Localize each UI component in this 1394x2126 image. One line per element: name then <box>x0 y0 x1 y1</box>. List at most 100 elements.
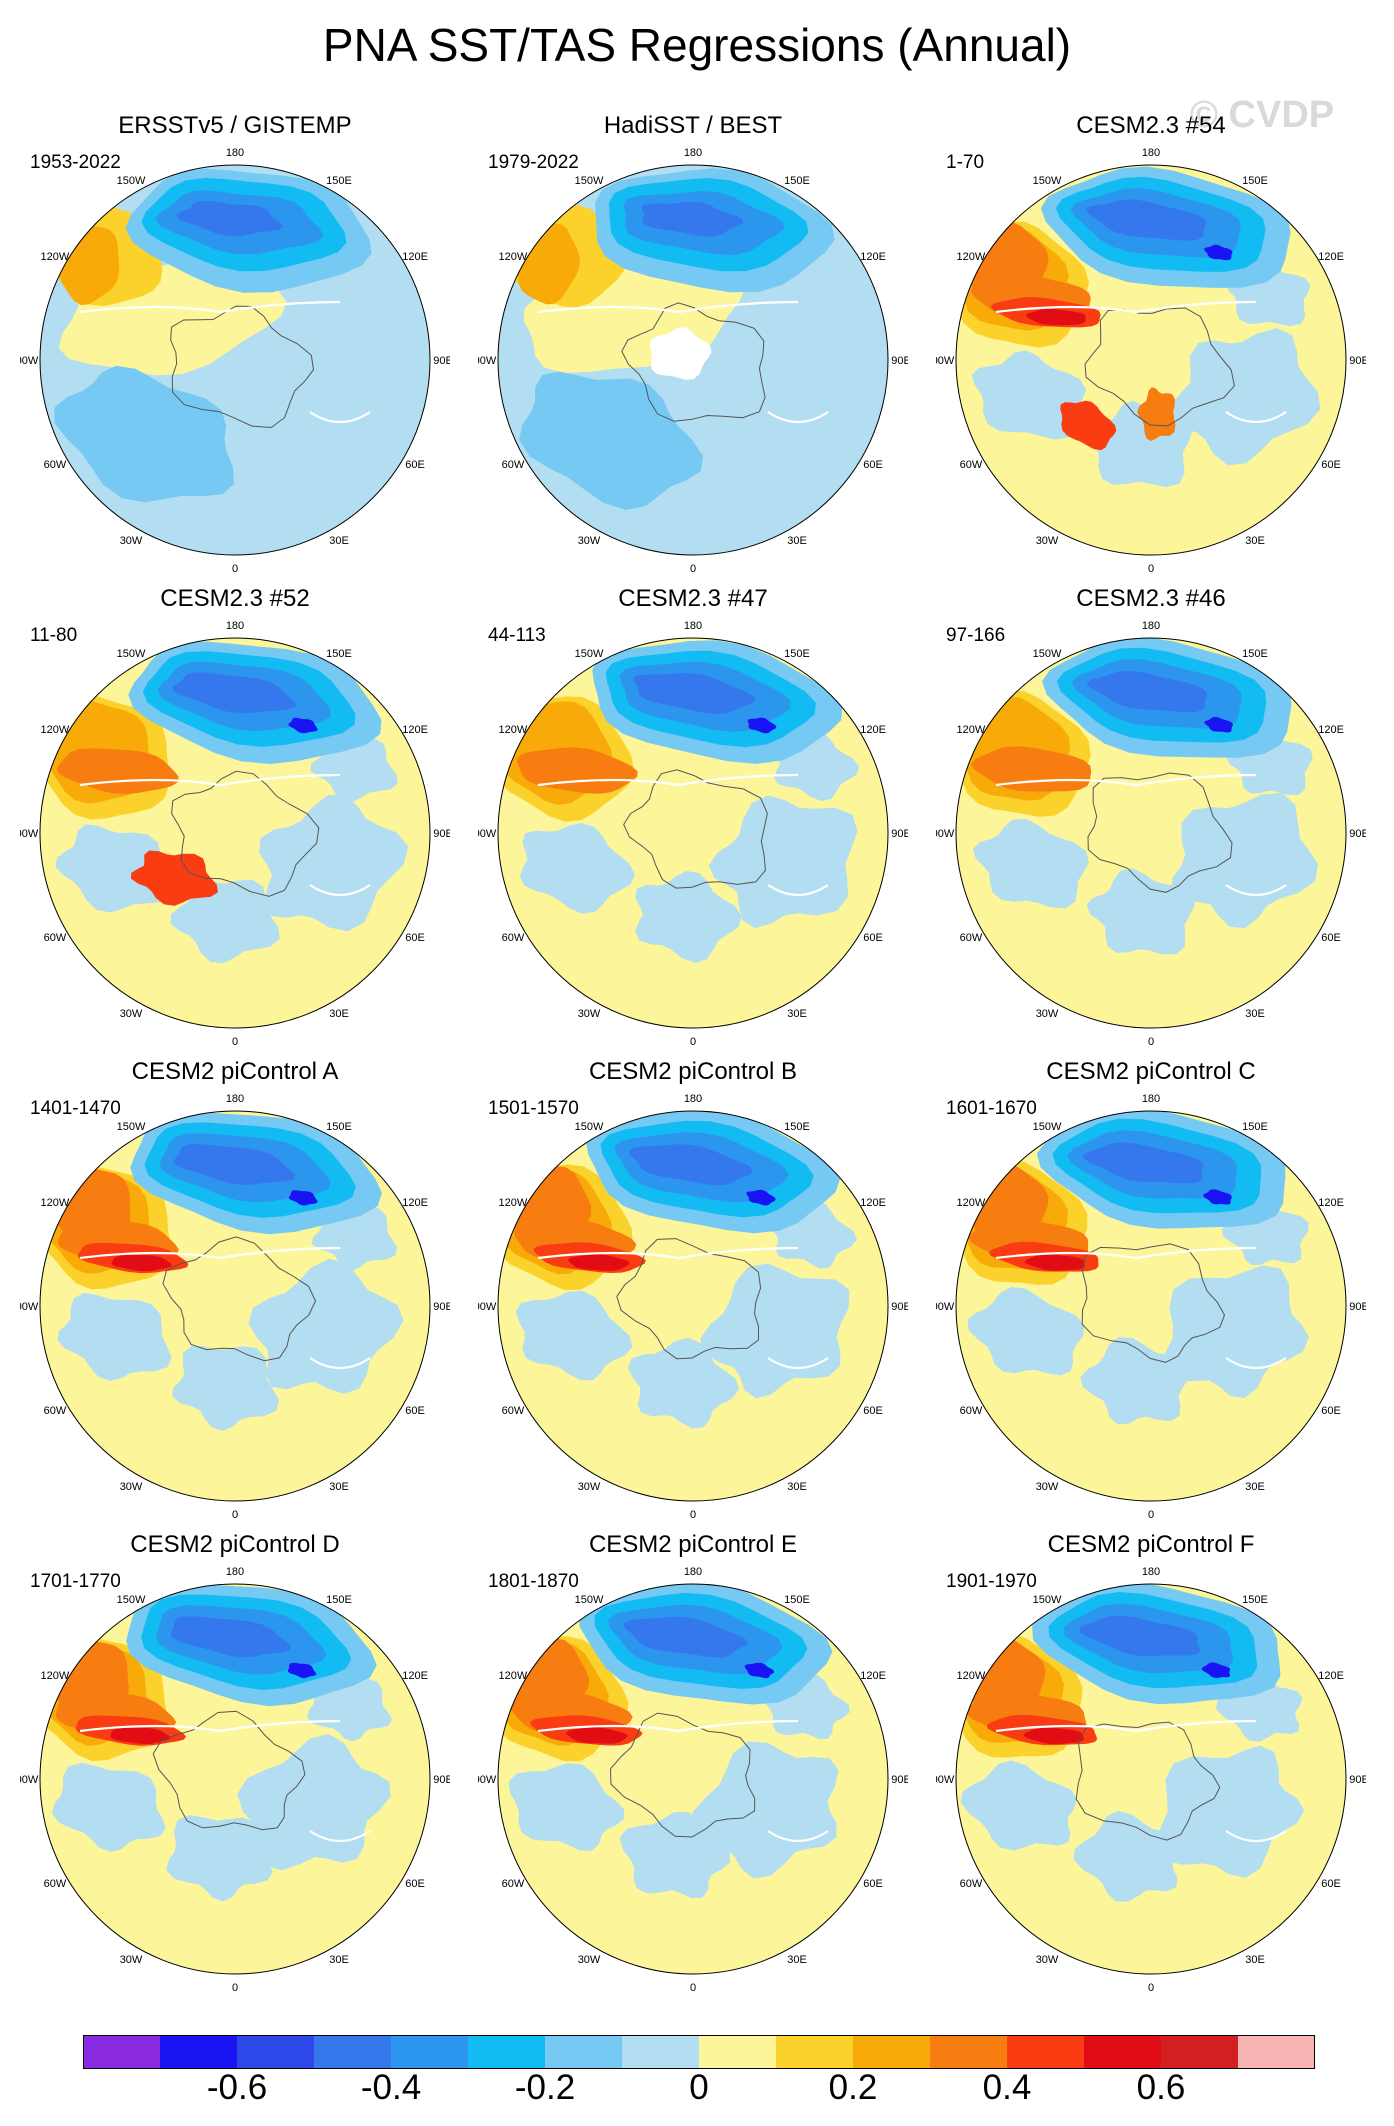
coastline <box>79 1246 371 1369</box>
warm-anomaly-region <box>498 1164 633 1291</box>
cool-anomaly-region <box>1063 1603 1234 1674</box>
cool-anomaly-region <box>1070 188 1241 258</box>
longitude-label: 30W <box>120 1008 143 1020</box>
longitude-label: 0 <box>1148 1982 1154 1991</box>
coastline <box>152 1710 306 1831</box>
longitude-label: 90W <box>20 828 39 840</box>
longitude-label: 150W <box>117 648 146 660</box>
longitude-label: 90E <box>1349 1774 1366 1786</box>
longitude-label: 90W <box>20 355 39 367</box>
map-panel: 180 150E 120E 90E 60E 30E 0 30W 60W 90W 120W 150W CE… <box>936 585 1366 1045</box>
longitude-label: 150W <box>117 1594 146 1606</box>
longitude-label: 0 <box>232 1036 238 1045</box>
longitude-label: 60W <box>502 932 525 944</box>
cool-anomaly-region <box>125 168 372 293</box>
cool-anomaly-region <box>310 736 398 802</box>
warm-anomaly-region <box>513 1219 637 1266</box>
warm-anomaly-region <box>498 1636 629 1762</box>
longitude-label: 150W <box>575 1121 604 1133</box>
longitude-label: 0 <box>1148 1509 1154 1518</box>
map-background-field <box>40 1111 430 1501</box>
cool-anomaly-region <box>1048 1592 1258 1689</box>
longitude-label: 180 <box>1142 147 1160 159</box>
panel-title: CESM2.3 #54 <box>1076 112 1226 139</box>
panel-title: CESM2 piControl C <box>1046 1058 1256 1085</box>
longitude-label: 120W <box>499 1197 528 1209</box>
cool-anomaly-region <box>746 1189 776 1206</box>
cool-anomaly-region <box>578 1584 833 1705</box>
map-background-field <box>498 165 888 555</box>
panel-years: 1501-1570 <box>488 1098 579 1119</box>
coastline <box>609 1712 756 1838</box>
longitude-label: 0 <box>1148 563 1154 572</box>
cool-anomaly-region <box>632 673 755 714</box>
longitude-label: 30E <box>329 1008 349 1020</box>
warm-anomaly-region <box>42 202 163 307</box>
cool-anomaly-region <box>608 178 809 272</box>
map-panel: 180 150E 120E 90E 60E 30E 0 30W 60W 90W 120W 150W CE… <box>20 585 450 1045</box>
longitude-label: 150W <box>1033 648 1062 660</box>
panel-title: CESM2 piControl F <box>1047 1531 1255 1558</box>
cool-anomaly-region <box>519 822 636 914</box>
longitude-label: 90E <box>891 1774 908 1786</box>
map-panel: 180 150E 120E 90E 60E 30E 0 30W 60W 90W 120W 150W CE… <box>936 112 1366 572</box>
longitude-label: 30W <box>120 535 143 547</box>
panel-title: CESM2.3 #47 <box>618 585 768 612</box>
longitude-label: 180 <box>226 620 244 632</box>
longitude-label: 120E <box>860 251 886 263</box>
cool-anomaly-region <box>747 717 777 734</box>
cool-anomaly-region <box>1079 1615 1201 1657</box>
longitude-label: 30E <box>329 1481 349 1493</box>
colorbar-tick-label: 0.2 <box>828 2068 878 2107</box>
map-background-field <box>498 1111 888 1501</box>
longitude-label: 120W <box>499 251 528 263</box>
cool-anomaly-region <box>288 1190 318 1206</box>
longitude-label: 60W <box>960 932 983 944</box>
longitude-label: 30W <box>120 1954 143 1966</box>
warm-anomaly-region <box>988 1241 1099 1272</box>
warm-anomaly-region <box>956 690 1091 817</box>
cool-anomaly-region <box>1085 400 1192 488</box>
map-border <box>39 1583 431 1975</box>
longitude-label: 150E <box>1242 1594 1268 1606</box>
cool-anomaly-region <box>594 1592 808 1689</box>
map-background-field <box>40 1584 430 1974</box>
map-border <box>497 1110 889 1502</box>
map-panel: 180 150E 120E 90E 60E 30E 0 30W 60W 90W 120W 150W CE… <box>936 1531 1366 1991</box>
warm-anomaly-region <box>530 1715 643 1746</box>
map-border <box>497 1583 889 1975</box>
longitude-label: 30E <box>787 1481 807 1493</box>
longitude-label: 180 <box>226 1566 244 1578</box>
warm-anomaly-region <box>956 1166 1068 1270</box>
cool-anomaly-region <box>126 1584 377 1707</box>
longitude-label: 90E <box>891 828 908 840</box>
cool-anomaly-region <box>1082 1142 1204 1184</box>
polar-map: 180 150E 120E 90E 60E 30E 0 30W 60W 90W 120W 150W <box>20 147 450 572</box>
longitude-label: 60E <box>1321 459 1341 471</box>
longitude-label: 30E <box>1245 1954 1265 1966</box>
longitude-label: 150W <box>117 175 146 187</box>
longitude-label: 0 <box>232 1982 238 1991</box>
longitude-label: 150E <box>784 1121 810 1133</box>
cool-anomaly-region <box>311 1205 398 1271</box>
cool-anomaly-region <box>967 1286 1085 1376</box>
polar-map: 180 150E 120E 90E 60E 30E 0 30W 60W 90W 120W 150W <box>936 1093 1366 1518</box>
longitude-label: 90E <box>1349 828 1366 840</box>
longitude-label: 60E <box>405 459 425 471</box>
longitude-label: 60W <box>44 932 67 944</box>
polar-map: 180 150E 120E 90E 60E 30E 0 30W 60W 90W 120W 150W <box>20 1093 450 1518</box>
warm-anomaly-region <box>509 1638 590 1720</box>
cool-anomaly-region <box>508 1763 625 1851</box>
cool-anomaly-region <box>960 1760 1077 1851</box>
coastline <box>537 1719 829 1842</box>
cool-anomaly-region <box>170 1616 292 1658</box>
longitude-label: 60E <box>863 932 883 944</box>
cool-anomaly-region <box>1155 1745 1305 1878</box>
longitude-label: 30E <box>787 1008 807 1020</box>
panel-title: CESM2.3 #46 <box>1076 585 1226 612</box>
warm-anomaly-region <box>1060 400 1117 451</box>
warm-anomaly-region <box>1023 1727 1085 1745</box>
panel-title: CESM2 piControl A <box>131 1058 339 1085</box>
map-border <box>955 1583 1347 1975</box>
longitude-label: 90W <box>20 1774 39 1786</box>
